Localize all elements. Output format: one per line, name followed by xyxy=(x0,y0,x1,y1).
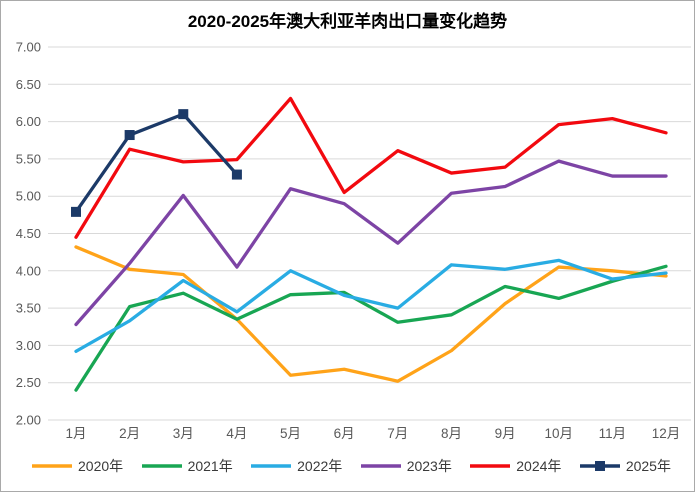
y-tick-label: 2.50 xyxy=(16,375,41,390)
y-tick-label: 3.00 xyxy=(16,338,41,353)
x-tick-label: 9月 xyxy=(495,426,516,441)
data-point-marker xyxy=(124,130,135,141)
legend-label: 2024年 xyxy=(516,458,562,474)
series-line-2022年 xyxy=(74,258,668,354)
data-point-marker xyxy=(178,109,189,120)
legend-label: 2021年 xyxy=(187,458,233,474)
legend-item-2023年: 2023年 xyxy=(360,456,452,476)
legend-swatch xyxy=(141,464,182,468)
x-tick-label: 11月 xyxy=(599,426,627,441)
data-point-marker xyxy=(71,206,81,217)
legend-item-2021年: 2021年 xyxy=(141,456,233,476)
series-line-2020年 xyxy=(74,245,668,383)
chart-title: 2020-2025年澳大利亚羊肉出口量变化趋势 xyxy=(187,12,508,31)
x-tick-label: 10月 xyxy=(544,426,573,441)
data-point-marker xyxy=(231,169,242,180)
series-line-2021年 xyxy=(74,264,668,392)
legend-item-2020年: 2020年 xyxy=(31,456,123,476)
legend-swatch xyxy=(251,464,292,468)
y-tick-label: 4.50 xyxy=(16,226,41,241)
legend-item-2022年: 2022年 xyxy=(250,456,342,476)
legend-item-2025年: 2025年 xyxy=(579,456,671,476)
legend-swatch xyxy=(32,464,72,468)
x-tick-label: 3月 xyxy=(173,426,194,441)
y-tick-label: 7.00 xyxy=(16,40,41,55)
legend-label: 2023年 xyxy=(406,458,452,474)
y-tick-label: 6.50 xyxy=(16,77,41,92)
y-tick-label: 6.00 xyxy=(16,114,41,129)
y-tick-label: 5.00 xyxy=(16,189,41,204)
x-tick-label: 1月 xyxy=(65,426,86,441)
y-tick-label: 4.00 xyxy=(16,263,41,278)
series-line-2025年 xyxy=(74,112,239,214)
chart-legend: 2020年 2021年 2022年 2023年 2024年 2025年 xyxy=(31,456,671,476)
y-tick-label: 5.50 xyxy=(16,151,41,166)
legend-swatch xyxy=(360,464,401,468)
x-tick-label: 6月 xyxy=(334,426,355,441)
x-tick-label: 5月 xyxy=(280,426,301,441)
legend-item-2024年: 2024年 xyxy=(469,456,561,476)
y-tick-label: 3.50 xyxy=(16,301,41,316)
legend-swatch xyxy=(470,464,511,468)
legend-label: 2020年 xyxy=(78,458,124,474)
x-tick-label: 7月 xyxy=(387,426,408,441)
legend-label: 2025年 xyxy=(625,458,671,474)
series-line-2023年 xyxy=(74,159,668,327)
y-tick-label: 2.00 xyxy=(16,413,41,428)
legend-label: 2022年 xyxy=(297,458,343,474)
legend-swatch xyxy=(579,461,620,471)
x-tick-label: 8月 xyxy=(441,426,462,441)
x-tick-label: 12月 xyxy=(652,426,681,441)
x-tick-label: 4月 xyxy=(226,426,247,441)
x-tick-label: 2月 xyxy=(119,426,140,441)
series-line-2024年 xyxy=(74,96,668,239)
